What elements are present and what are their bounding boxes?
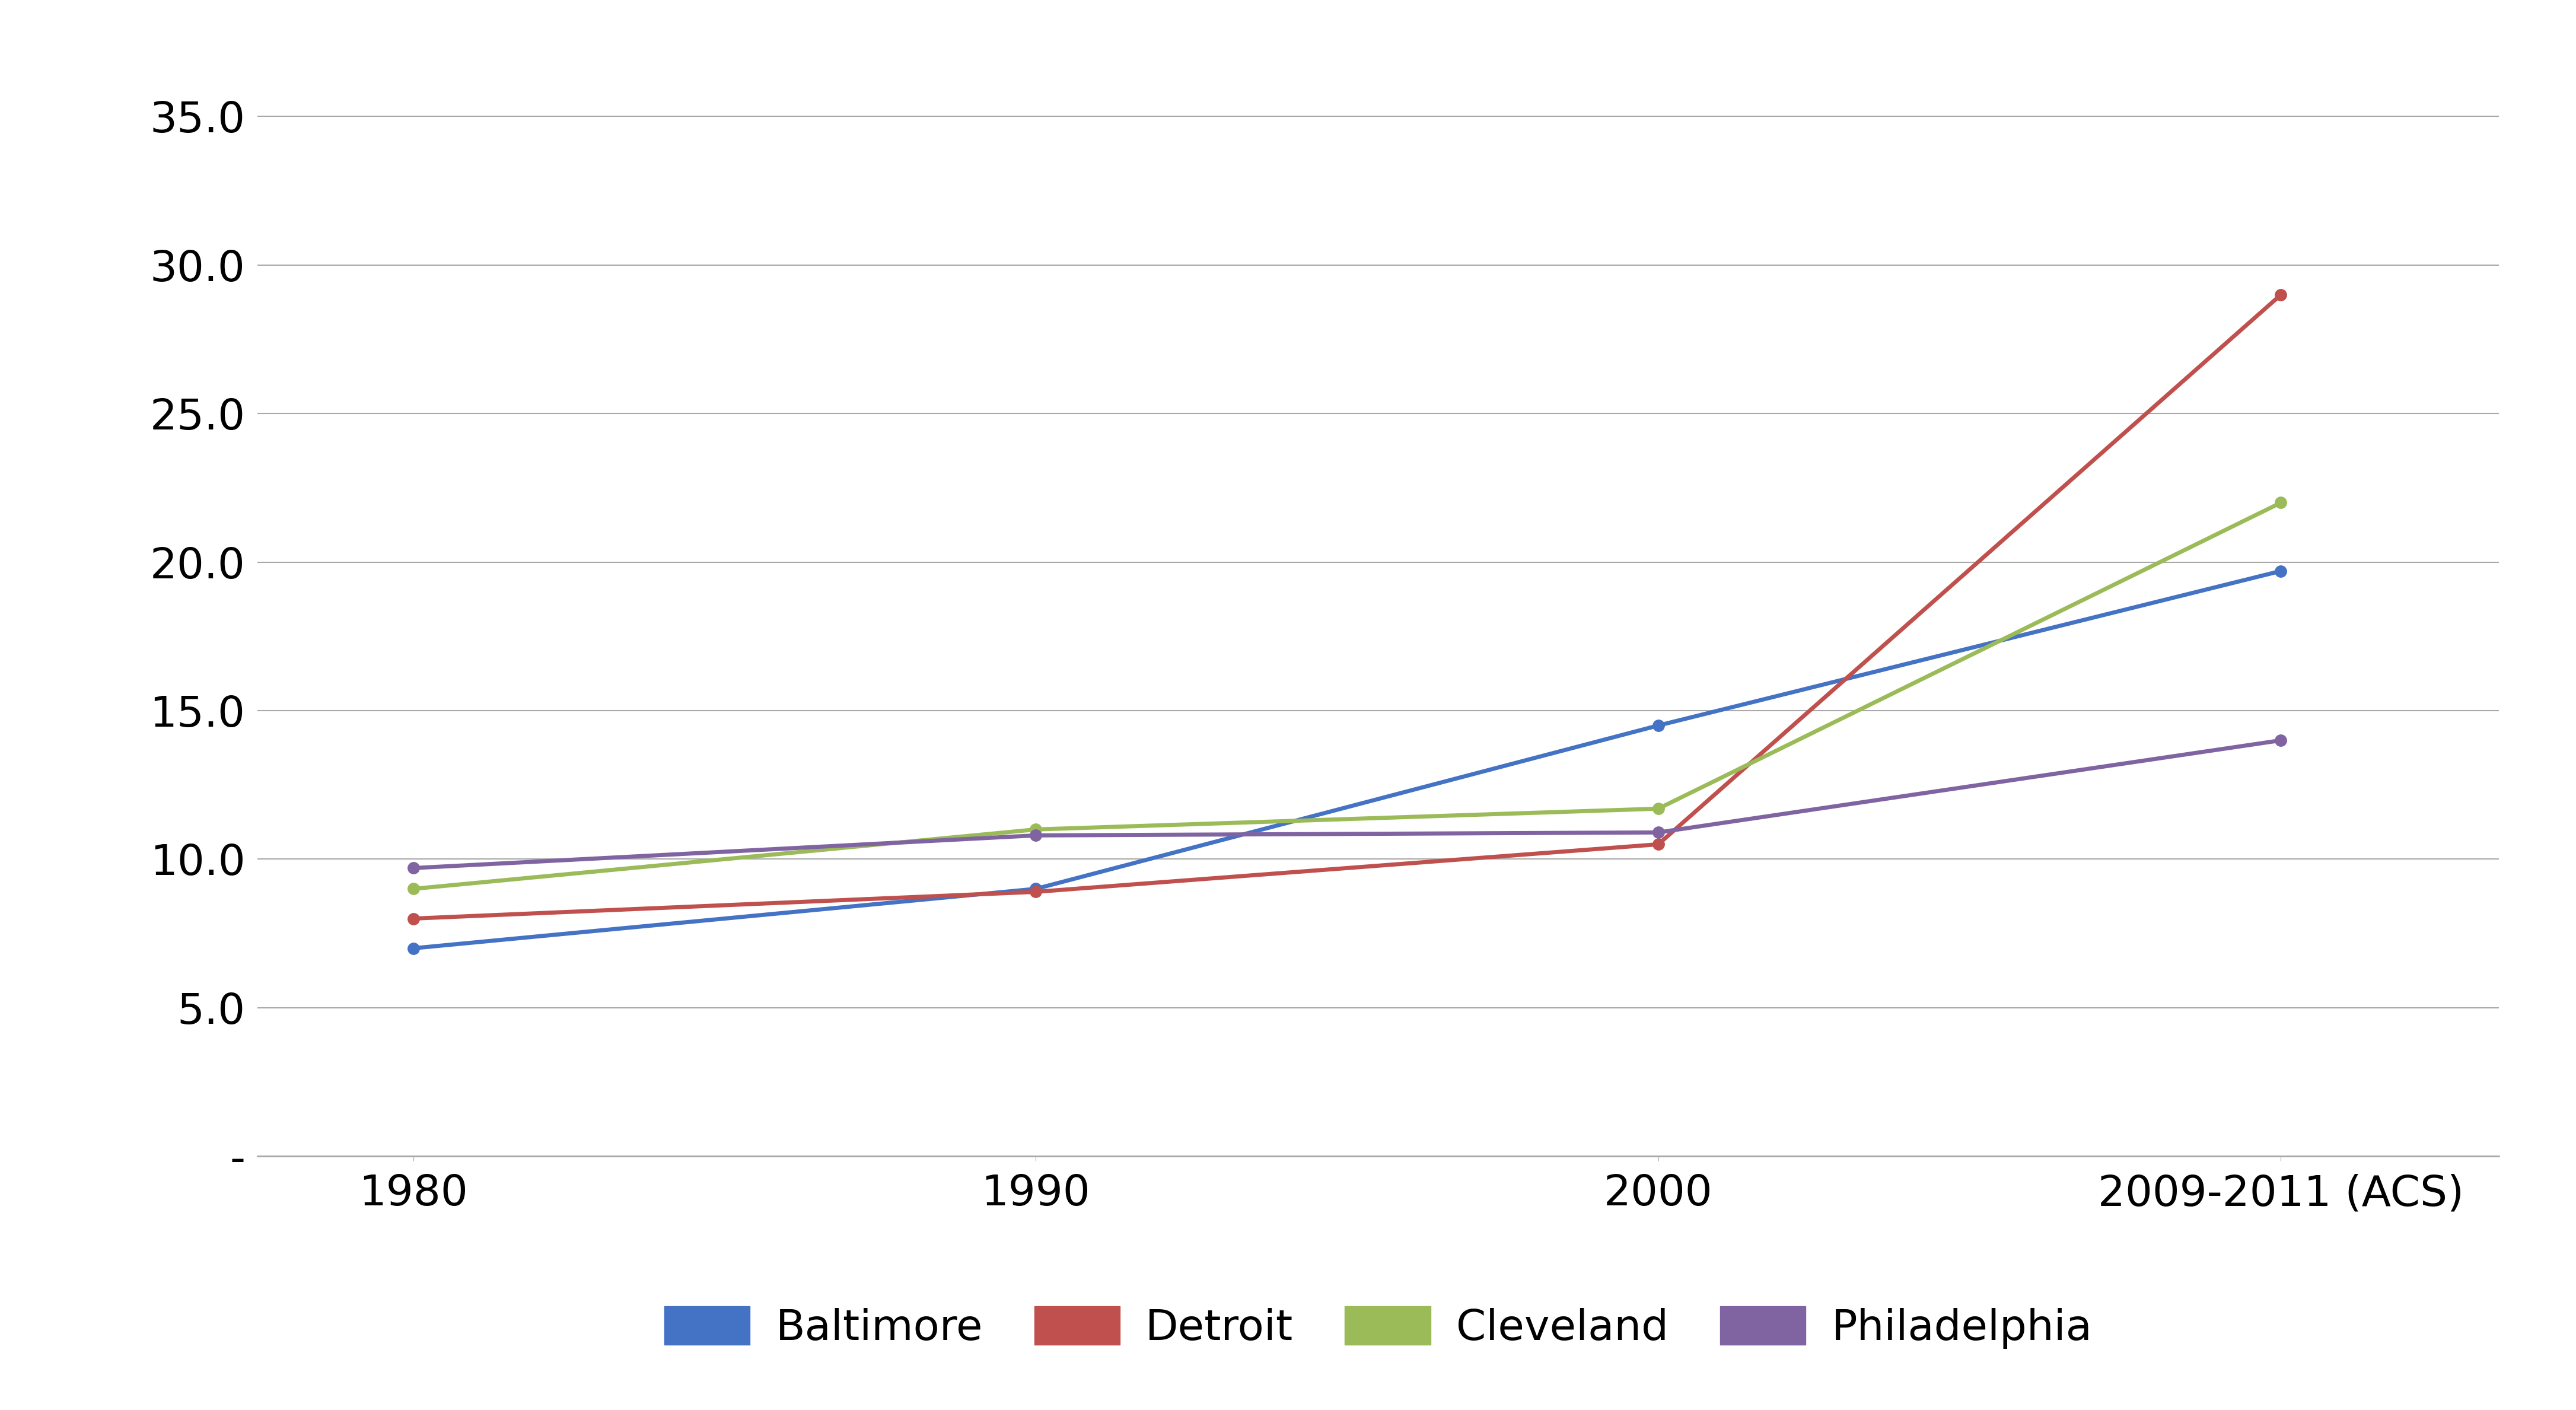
Baltimore <box>397 940 428 957</box>
Cleveland <box>1643 801 1674 818</box>
Detroit <box>397 909 428 926</box>
Detroit <box>1643 836 1674 853</box>
Line: Detroit: Detroit <box>407 289 2287 925</box>
Philadelphia <box>1020 826 1051 843</box>
Line: Philadelphia: Philadelphia <box>407 735 2287 874</box>
Baltimore <box>1643 718 1674 735</box>
Legend: Baltimore, Detroit, Cleveland, Philadelphia: Baltimore, Detroit, Cleveland, Philadelp… <box>647 1289 2110 1366</box>
Philadelphia <box>2264 732 2295 749</box>
Philadelphia <box>1643 823 1674 840</box>
Detroit <box>2264 286 2295 303</box>
Cleveland <box>1020 821 1051 838</box>
Cleveland <box>2264 495 2295 512</box>
Baltimore <box>1020 880 1051 897</box>
Line: Cleveland: Cleveland <box>407 496 2287 894</box>
Cleveland <box>397 880 428 897</box>
Detroit <box>1020 884 1051 901</box>
Philadelphia <box>397 860 428 877</box>
Line: Baltimore: Baltimore <box>407 565 2287 955</box>
Baltimore <box>2264 563 2295 580</box>
